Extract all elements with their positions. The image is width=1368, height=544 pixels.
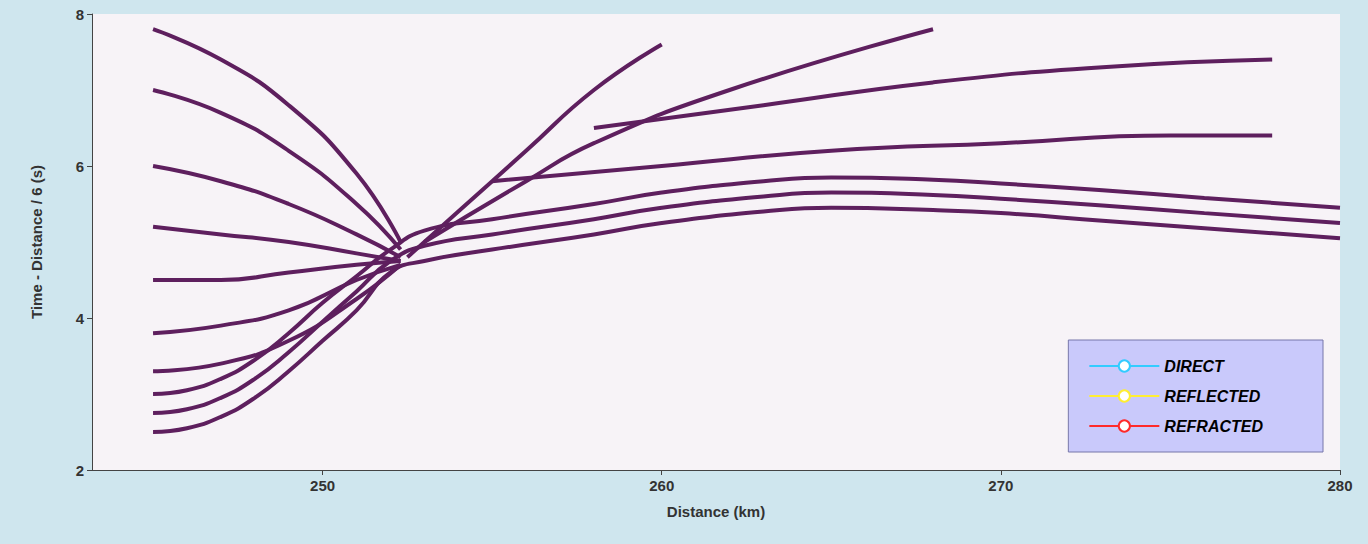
svg-text:DIRECT: DIRECT bbox=[1164, 358, 1225, 375]
svg-text:Time - Distance / 6 (s): Time - Distance / 6 (s) bbox=[28, 165, 45, 319]
svg-text:6: 6 bbox=[76, 158, 84, 175]
svg-text:250: 250 bbox=[310, 477, 335, 494]
svg-text:8: 8 bbox=[76, 6, 84, 23]
svg-text:REFRACTED: REFRACTED bbox=[1164, 418, 1263, 435]
svg-text:4: 4 bbox=[76, 310, 85, 327]
svg-text:260: 260 bbox=[649, 477, 674, 494]
svg-text:280: 280 bbox=[1327, 477, 1352, 494]
svg-text:270: 270 bbox=[988, 477, 1013, 494]
svg-text:2: 2 bbox=[76, 462, 84, 479]
svg-text:Distance (km): Distance (km) bbox=[667, 503, 765, 520]
svg-text:REFLECTED: REFLECTED bbox=[1164, 388, 1260, 405]
